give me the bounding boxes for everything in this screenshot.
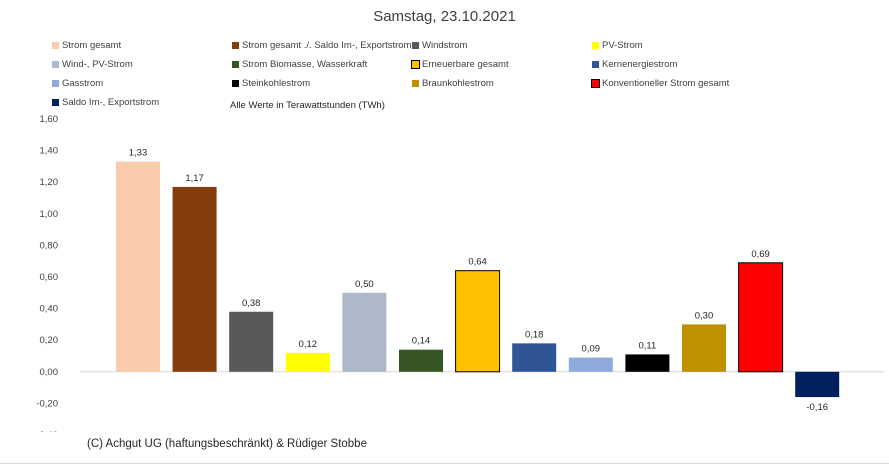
bar	[625, 354, 670, 372]
legend-label: Saldo Im-, Exportstrom	[62, 97, 160, 108]
y-tick-label: 1,20	[40, 177, 59, 188]
legend-item: Strom gesamt	[52, 40, 121, 51]
legend-label: Strom Biomasse, Wasserkraft	[242, 59, 368, 70]
bar	[455, 270, 501, 373]
copyright-band	[0, 432, 518, 465]
legend-swatch	[232, 80, 239, 87]
y-tick-label: 0,20	[40, 335, 59, 346]
bar	[682, 324, 726, 372]
bar	[738, 262, 784, 373]
legend-item: Gasstrom	[52, 78, 103, 89]
legend-label: Erneuerbare gesamt	[422, 59, 509, 70]
data-label: 0,30	[695, 310, 714, 321]
y-tick-label: 0,60	[40, 272, 59, 283]
legend-swatch	[412, 42, 419, 49]
legend-item: Wind-, PV-Strom	[52, 59, 133, 70]
legend-item: Kernenergiestrom	[592, 59, 678, 70]
y-tick-label: 0,80	[40, 240, 59, 251]
data-label: 0,12	[299, 339, 318, 350]
legend-label: Kernenergiestrom	[602, 59, 678, 70]
chart-legend: Strom gesamt Strom gesamt ./. Saldo Im-, …	[0, 0, 889, 115]
data-label: 0,64	[468, 257, 487, 268]
legend-swatch	[411, 60, 420, 69]
y-tick-label: -0,20	[36, 398, 58, 409]
legend-item: Strom Biomasse, Wasserkraft	[232, 59, 367, 70]
legend-swatch	[52, 80, 59, 87]
legend-item: Erneuerbare gesamt	[411, 59, 509, 70]
legend-swatch	[52, 99, 59, 106]
bar	[795, 371, 840, 398]
legend-swatch	[591, 79, 600, 88]
legend-item: Braunkohlestrom	[412, 78, 494, 89]
bar	[172, 186, 217, 372]
legend-swatch	[52, 61, 59, 68]
data-label: 0,11	[639, 340, 657, 351]
legend-label: PV-Strom	[602, 40, 643, 51]
legend-label: Wind-, PV-Strom	[62, 59, 133, 70]
legend-label: Windstrom	[422, 40, 468, 51]
copyright-note: (C) Achgut UG (haftungsbeschränkt) & Rüd…	[87, 438, 367, 450]
data-label: 0,38	[242, 298, 261, 309]
data-label: 0,09	[582, 344, 601, 355]
y-tick-label: 1,60	[40, 114, 59, 125]
bar	[568, 357, 613, 372]
legend-label: Strom gesamt	[62, 40, 122, 51]
legend-item: PV-Strom	[592, 40, 643, 51]
y-tick-label: 1,40	[40, 146, 59, 157]
data-label: 0,50	[355, 279, 374, 290]
bar	[229, 311, 274, 372]
legend-swatch	[592, 61, 599, 68]
legend-label: Strom gesamt ./. Saldo Im-, Exportstrom	[242, 40, 412, 51]
legend-item: Saldo Im-, Exportstrom	[52, 97, 159, 108]
bar	[285, 352, 330, 372]
chart-title: Samstag, 23.10.2021	[373, 8, 516, 25]
legend-swatch	[52, 42, 59, 49]
bar	[399, 349, 443, 372]
data-label: 1,17	[185, 173, 204, 184]
bar	[512, 343, 557, 372]
y-tick-label: 0,00	[40, 367, 59, 378]
legend-label: Gasstrom	[62, 78, 104, 89]
legend-label: Konventioneller Strom gesamt	[602, 78, 730, 89]
data-label: 0,18	[525, 329, 544, 340]
y-tick-label: 1,00	[40, 209, 59, 220]
unit-note: Alle Werte in Terawattstunden (TWh)	[230, 100, 385, 111]
legend-item: Windstrom	[412, 40, 467, 51]
legend-swatch	[412, 80, 419, 87]
legend-swatch	[232, 61, 239, 68]
legend-item: Steinkohlestrom	[232, 78, 310, 89]
legend-label: Steinkohlestrom	[242, 78, 311, 89]
legend-swatch	[232, 42, 239, 49]
data-label: -0,16	[806, 402, 828, 413]
frame-line	[0, 463, 889, 464]
data-label: 1,33	[129, 148, 148, 159]
bar	[116, 161, 160, 372]
y-tick-label: 0,40	[40, 304, 59, 315]
legend-item: Konventioneller Strom gesamt	[591, 78, 730, 89]
legend-label: Braunkohlestrom	[422, 78, 494, 89]
data-label: 0,69	[751, 249, 770, 260]
legend-swatch	[592, 42, 599, 49]
data-label: 0,14	[412, 336, 431, 347]
bar	[342, 292, 387, 372]
legend-item: Strom gesamt ./. Saldo Im-, Exportstrom	[232, 40, 411, 51]
